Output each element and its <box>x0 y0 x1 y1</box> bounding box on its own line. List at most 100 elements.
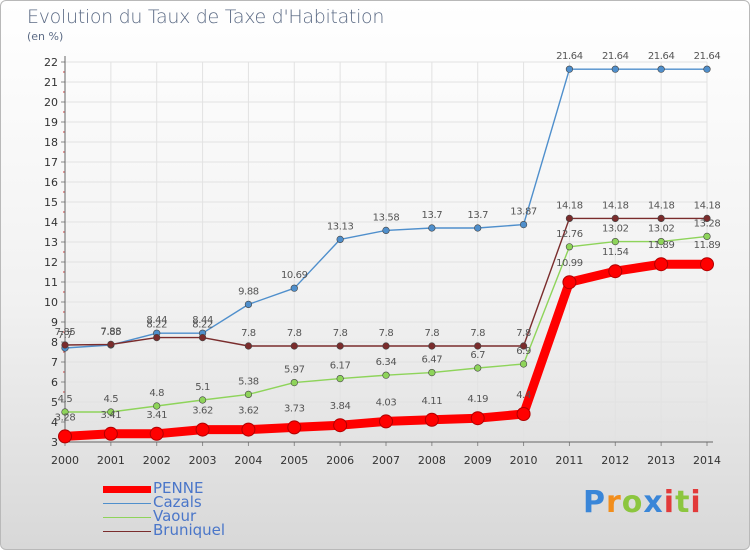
x-tick-label: 2008 <box>418 454 446 467</box>
data-point-cazals <box>474 224 482 232</box>
data-point-cazals <box>565 65 574 73</box>
data-point-bruniquel <box>565 214 574 222</box>
data-label-vaour: 6.47 <box>422 355 443 366</box>
data-label-bruniquel: 14.18 <box>556 200 583 211</box>
logo-letter: P <box>583 485 606 520</box>
x-tick-label: 2004 <box>234 454 262 467</box>
data-point-vaour <box>244 390 253 399</box>
logo-letter: i <box>690 485 702 520</box>
data-label-cazals: 7.7 <box>58 330 73 341</box>
data-label-bruniquel: 14.18 <box>602 200 629 211</box>
data-point-bruniquel <box>61 341 69 349</box>
data-point-bruniquel <box>703 214 711 222</box>
data-label-vaour: 6.7 <box>470 350 485 361</box>
data-point-penne <box>58 429 72 444</box>
data-label-vaour: 13.02 <box>648 224 675 235</box>
x-tick-label: 2012 <box>601 454 629 467</box>
data-label-cazals: 13.13 <box>327 221 354 232</box>
data-point-vaour <box>336 375 344 383</box>
data-point-bruniquel <box>611 214 619 222</box>
y-tick-label: 16 <box>44 176 58 189</box>
data-label-penne: 10.99 <box>556 258 583 269</box>
data-point-cazals <box>336 235 344 243</box>
data-label-penne: 11.54 <box>602 247 629 258</box>
data-label-vaour: 4.8 <box>149 388 164 399</box>
legend-swatch-vaour <box>103 517 151 518</box>
data-label-vaour: 4.5 <box>103 394 118 405</box>
series-bruniquel <box>61 214 711 350</box>
data-point-bruniquel <box>198 334 207 342</box>
data-point-vaour <box>61 408 69 416</box>
data-label-cazals: 21.64 <box>648 51 675 62</box>
data-point-bruniquel <box>107 340 115 349</box>
data-label-penne: 3.62 <box>238 406 259 417</box>
data-point-bruniquel <box>153 334 161 342</box>
y-tick-label: 5 <box>51 396 58 409</box>
data-label-vaour: 4.5 <box>58 394 73 405</box>
data-point-cazals <box>519 221 528 229</box>
legend-label-cazals: Cazals <box>153 493 202 511</box>
data-label-bruniquel: 14.18 <box>648 200 675 211</box>
legend-label-vaour: Vaour <box>153 507 197 525</box>
logo-letter: o <box>621 485 644 520</box>
data-label-penne: 4.11 <box>422 396 443 407</box>
data-point-vaour <box>474 364 482 372</box>
x-tick-label: 2011 <box>555 454 583 467</box>
y-tick-label: 21 <box>44 76 58 89</box>
chart-title: Evolution du Taux de Taxe d'Habitation <box>27 6 385 28</box>
data-point-penne <box>516 407 531 421</box>
data-label-cazals: 8.44 <box>146 315 167 326</box>
y-tick-label: 7 <box>51 356 58 369</box>
legend-swatch-cazals <box>103 503 151 504</box>
data-point-cazals <box>703 65 711 73</box>
x-tick-label: 2013 <box>647 454 675 467</box>
chart-unit-label: (en %) <box>27 30 64 43</box>
data-label-bruniquel: 7.88 <box>101 326 122 337</box>
data-point-penne <box>654 257 669 272</box>
y-tick-label: 20 <box>44 96 58 109</box>
x-tick-label: 2005 <box>280 454 308 467</box>
data-point-bruniquel <box>290 342 298 350</box>
x-tick-label: 2002 <box>143 454 171 467</box>
data-label-cazals: 13.7 <box>422 210 443 221</box>
data-point-vaour <box>703 232 711 240</box>
data-point-vaour <box>107 408 115 416</box>
data-label-penne: 4.4 <box>516 390 531 401</box>
data-point-vaour <box>428 369 436 377</box>
data-point-vaour <box>153 402 161 410</box>
data-label-bruniquel: 8.22 <box>146 320 167 331</box>
x-tick-label: 2000 <box>51 454 79 467</box>
data-label-cazals: 7.85 <box>101 327 122 338</box>
data-point-penne <box>241 422 256 437</box>
data-point-bruniquel <box>382 342 390 350</box>
data-point-cazals <box>290 284 298 292</box>
data-label-bruniquel: 7.8 <box>241 328 256 339</box>
data-label-cazals: 10.69 <box>281 270 308 281</box>
logo-letter: t <box>675 485 691 520</box>
data-label-vaour: 12.76 <box>556 229 583 240</box>
y-tick-label: 14 <box>44 216 58 229</box>
x-tick-label: 2003 <box>189 454 217 467</box>
data-label-cazals: 21.64 <box>694 51 721 62</box>
data-point-penne <box>700 257 714 272</box>
data-label-cazals: 9.88 <box>238 286 259 297</box>
x-tick-label: 2006 <box>326 454 354 467</box>
data-point-cazals <box>611 65 619 73</box>
data-label-bruniquel: 7.8 <box>333 328 348 339</box>
y-tick-label: 11 <box>44 276 58 289</box>
data-label-penne: 3.28 <box>55 412 76 423</box>
data-point-penne <box>103 426 118 441</box>
y-tick-label: 6 <box>51 376 58 389</box>
data-label-cazals: 13.7 <box>467 210 488 221</box>
data-point-penne <box>149 426 164 441</box>
data-label-vaour: 5.1 <box>195 382 210 393</box>
data-label-cazals: 13.87 <box>510 207 537 218</box>
y-tick-label: 4 <box>51 416 58 429</box>
data-label-penne: 3.73 <box>284 403 305 414</box>
x-tick-label: 2007 <box>372 454 400 467</box>
data-label-cazals: 8.44 <box>192 315 213 326</box>
data-point-penne <box>608 264 623 279</box>
data-point-penne <box>195 422 210 437</box>
